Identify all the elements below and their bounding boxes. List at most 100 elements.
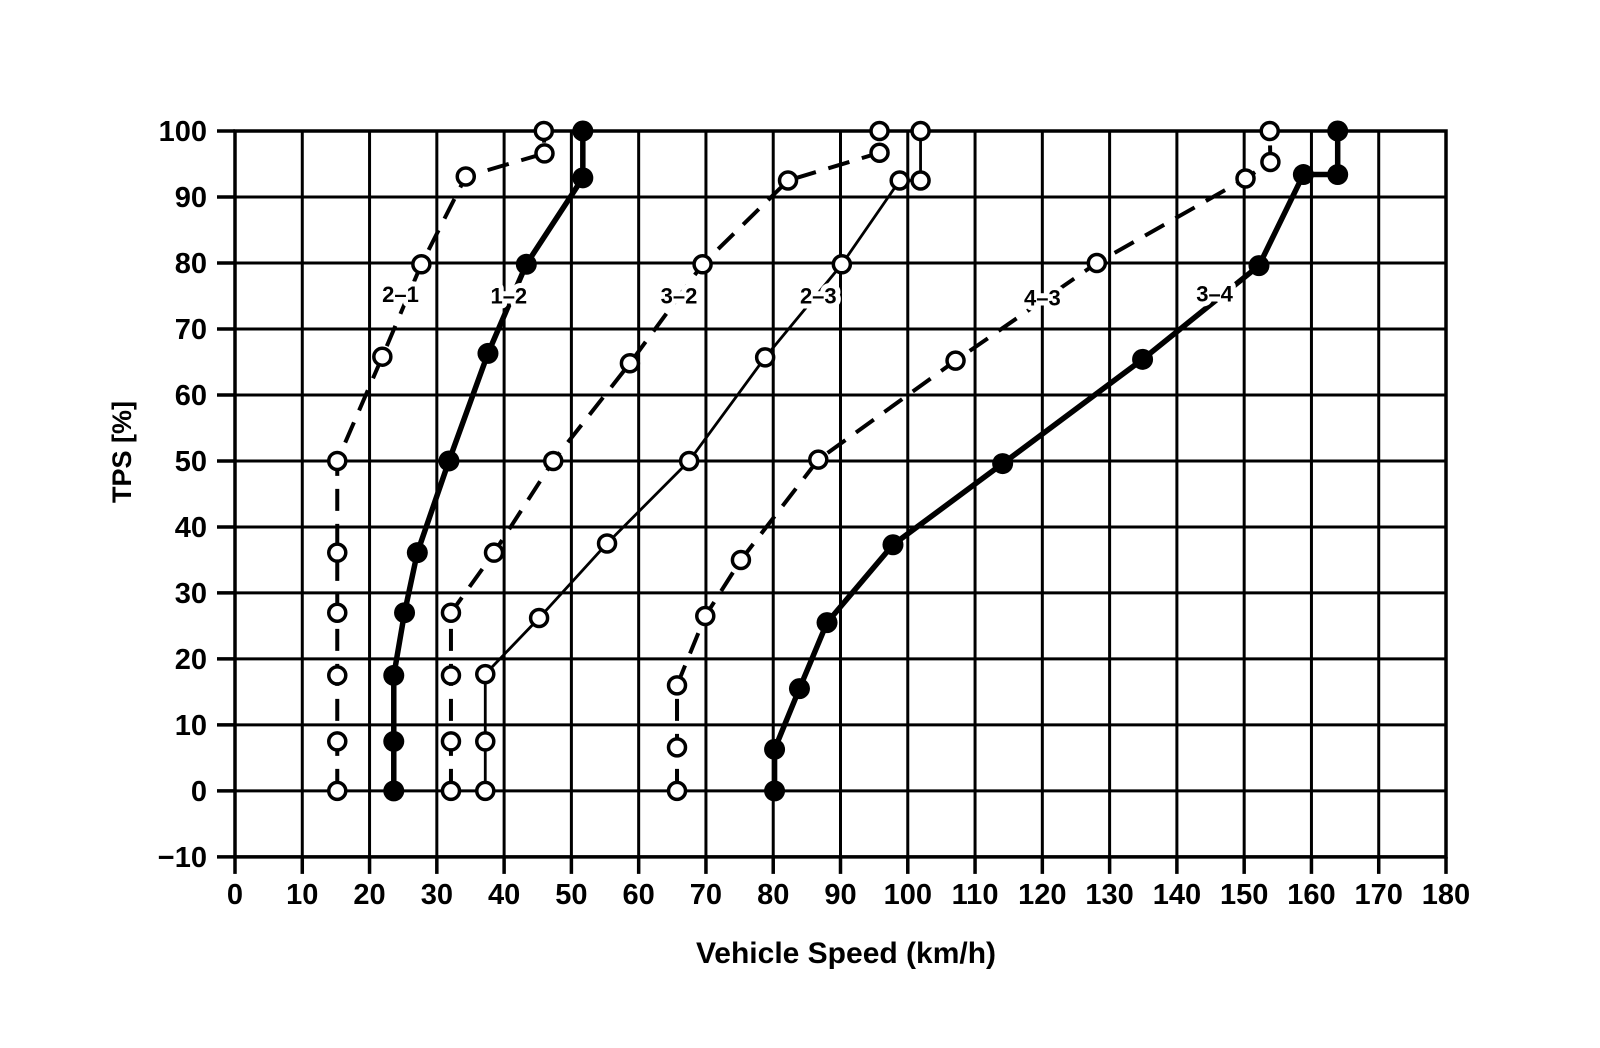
x-tick-label: 80 [757,879,789,911]
data-point-marker [889,170,910,191]
x-tick-label: 150 [1220,879,1268,911]
data-point-marker [411,254,432,275]
data-point-marker [572,167,594,189]
data-point-marker [692,254,713,275]
data-point-marker [372,346,393,367]
data-point-marker [666,675,688,696]
x-tick-label: 60 [623,879,655,911]
data-point-marker [528,607,550,629]
data-point-marker [406,542,428,564]
data-point-marker [440,602,462,623]
x-axis-title: Vehicle Speed (km/h) [696,937,996,970]
x-tick-label: 70 [690,879,722,911]
data-point-marker [1235,168,1256,189]
x-tick-label: 0 [227,879,243,911]
data-point-marker [666,780,688,802]
data-point-marker [383,664,405,686]
data-point-marker [438,450,460,472]
data-point-marker [831,254,853,275]
data-point-marker [327,731,348,752]
curve-1-2 [391,128,586,794]
data-point-marker [764,780,786,802]
x-tick-label: 90 [824,879,856,911]
data-point-marker [327,602,348,623]
data-point-marker [1259,120,1280,142]
markers-2-3 [475,120,931,802]
curve-labels-layer: 2–1 1–2 3–2 2–3 4–3 3–4 [377,276,1239,315]
data-point-marker [808,449,829,470]
y-axis-title: TPS [%] [107,401,137,503]
x-tick-label: 180 [1422,879,1470,911]
data-point-marker [1248,255,1270,277]
y-tick-label: 20 [175,644,207,676]
data-point-marker [440,731,462,752]
data-point-marker [945,350,966,371]
data-point-marker [1132,348,1154,370]
data-point-marker [1327,164,1349,186]
x-tick-label: 20 [353,879,385,911]
y-tick-label: 10 [175,710,207,742]
data-point-marker [327,665,348,686]
tick-layer [217,129,1448,874]
x-tick-label: 110 [952,879,999,911]
data-point-marker [788,678,810,700]
data-point-marker [440,665,462,686]
y-tick-label: 60 [175,380,207,412]
data-point-marker [992,453,1014,475]
data-point-marker [515,253,537,275]
data-point-marker [1260,151,1281,173]
data-point-marker [542,450,564,472]
data-point-marker [730,549,752,571]
data-point-marker [394,602,416,624]
y-tick-label: 50 [175,446,207,478]
y-tick-label: 80 [175,248,207,280]
curve-label-2-1: 2–1 [382,282,419,307]
data-point-marker [869,142,890,164]
data-point-marker [475,663,496,685]
markers-1-2 [383,120,594,802]
x-tick-label: 140 [1153,879,1201,911]
y-tick-label: −10 [158,842,207,874]
x-tick-label: 170 [1355,879,1403,911]
data-point-marker [383,780,405,802]
data-point-marker [777,170,799,191]
curve-label-3-2: 3–2 [661,283,698,308]
data-point-marker [475,731,496,752]
markers-2-1 [327,120,555,802]
curve-label-3-4: 3–4 [1196,281,1233,306]
x-tick-label: 160 [1287,879,1335,911]
y-tick-label: 70 [175,314,207,346]
data-point-marker [695,605,716,627]
markers-layer [327,120,1349,802]
data-point-marker [475,780,496,802]
data-point-marker [327,450,348,472]
data-point-marker [1086,252,1108,274]
x-tick-label: 40 [488,879,520,911]
data-point-marker [383,730,405,752]
data-point-marker [666,737,688,758]
y-tick-label: 90 [175,182,207,214]
data-point-marker [477,342,499,364]
x-tick-label: 100 [884,879,932,911]
curve-label-1-2: 1–2 [490,283,527,308]
x-tick-label: 30 [421,879,453,911]
data-point-marker [910,170,931,191]
data-point-marker [483,542,505,563]
data-point-marker [910,120,931,142]
markers-3-2 [440,120,890,802]
y-tick-label: 40 [175,512,207,544]
grid-layer [233,129,1448,859]
data-point-marker [327,780,348,802]
data-point-marker [534,143,555,164]
y-tick-label: 100 [159,116,207,148]
curve-label-2-3: 2–3 [800,283,837,308]
data-point-marker [764,738,786,760]
data-point-marker [1327,120,1349,142]
data-point-marker [754,347,776,368]
data-point-marker [882,534,904,556]
curve-label-4-3: 4–3 [1024,285,1061,310]
data-point-marker [572,120,594,142]
x-tick-label: 50 [555,879,587,911]
